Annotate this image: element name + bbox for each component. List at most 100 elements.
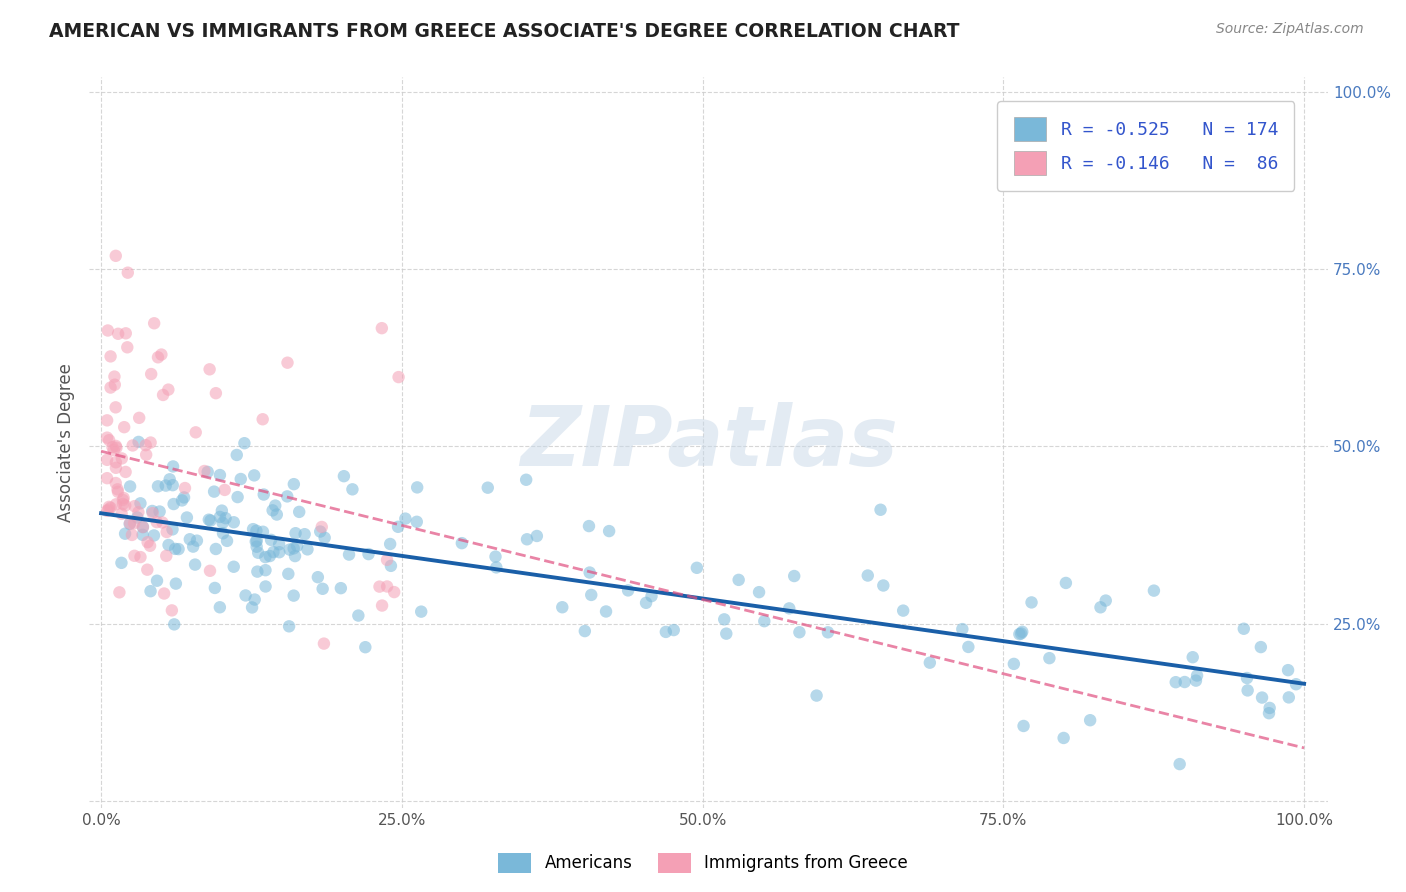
Point	[581, 588, 603, 602]
Point	[337, 548, 360, 562]
Point	[314, 531, 336, 545]
Point	[1277, 663, 1299, 677]
Point	[406, 480, 429, 494]
Point	[153, 586, 176, 600]
Point	[149, 504, 172, 518]
Point	[578, 519, 600, 533]
Point	[394, 511, 416, 525]
Point	[371, 321, 394, 335]
Point	[288, 505, 311, 519]
Point	[1038, 651, 1060, 665]
Point	[165, 541, 187, 556]
Point	[254, 550, 277, 565]
Point	[120, 479, 142, 493]
Point	[101, 440, 124, 454]
Point	[283, 589, 305, 603]
Point	[243, 468, 266, 483]
Point	[157, 383, 180, 397]
Point	[96, 431, 118, 445]
Point	[129, 550, 152, 565]
Point	[387, 520, 409, 534]
Point	[598, 524, 620, 538]
Point	[1164, 675, 1187, 690]
Point	[817, 625, 839, 640]
Point	[713, 612, 735, 626]
Point	[208, 510, 231, 524]
Point	[515, 473, 537, 487]
Point	[181, 540, 204, 554]
Point	[266, 508, 288, 522]
Point	[204, 581, 226, 595]
Point	[103, 369, 125, 384]
Point	[1090, 600, 1112, 615]
Point	[98, 433, 121, 447]
Point	[245, 534, 267, 549]
Point	[155, 549, 177, 563]
Point	[276, 489, 298, 503]
Point	[97, 324, 120, 338]
Point	[96, 504, 118, 518]
Point	[208, 600, 231, 615]
Point	[283, 477, 305, 491]
Point	[1250, 640, 1272, 654]
Point	[229, 472, 252, 486]
Point	[278, 619, 301, 633]
Point	[262, 545, 284, 559]
Point	[1010, 626, 1032, 640]
Point	[1078, 713, 1101, 727]
Point	[117, 266, 139, 280]
Point	[233, 436, 256, 450]
Point	[1185, 668, 1208, 682]
Text: Source: ZipAtlas.com: Source: ZipAtlas.com	[1216, 22, 1364, 37]
Point	[716, 626, 738, 640]
Point	[778, 601, 800, 615]
Point	[242, 522, 264, 536]
Point	[269, 545, 291, 559]
Point	[686, 561, 709, 575]
Point	[186, 533, 208, 548]
Point	[869, 502, 891, 516]
Point	[155, 478, 177, 492]
Point	[114, 465, 136, 479]
Point	[375, 553, 398, 567]
Point	[179, 533, 201, 547]
Point	[104, 439, 127, 453]
Point	[162, 522, 184, 536]
Point	[215, 533, 238, 548]
Point	[214, 483, 236, 497]
Point	[655, 624, 678, 639]
Point	[100, 380, 122, 394]
Point	[342, 483, 364, 497]
Point	[98, 500, 121, 514]
Point	[259, 549, 281, 563]
Point	[1278, 690, 1301, 705]
Point	[170, 493, 193, 508]
Point	[240, 600, 263, 615]
Point	[312, 637, 335, 651]
Point	[485, 560, 508, 574]
Point	[347, 608, 370, 623]
Point	[411, 605, 433, 619]
Point	[127, 505, 149, 519]
Point	[212, 526, 235, 541]
Point	[103, 443, 125, 458]
Point	[357, 547, 380, 561]
Point	[139, 539, 162, 553]
Point	[260, 533, 283, 547]
Point	[112, 491, 135, 505]
Point	[132, 520, 155, 534]
Point	[121, 528, 143, 542]
Point	[284, 526, 307, 541]
Point	[193, 464, 215, 478]
Point	[114, 526, 136, 541]
Text: AMERICAN VS IMMIGRANTS FROM GREECE ASSOCIATE'S DEGREE CORRELATION CHART: AMERICAN VS IMMIGRANTS FROM GREECE ASSOC…	[49, 22, 960, 41]
Point	[184, 425, 207, 440]
Point	[254, 563, 277, 577]
Point	[128, 434, 150, 449]
Point	[135, 448, 157, 462]
Point	[104, 377, 127, 392]
Point	[378, 537, 401, 551]
Point	[294, 527, 316, 541]
Point	[100, 350, 122, 364]
Point	[159, 472, 181, 486]
